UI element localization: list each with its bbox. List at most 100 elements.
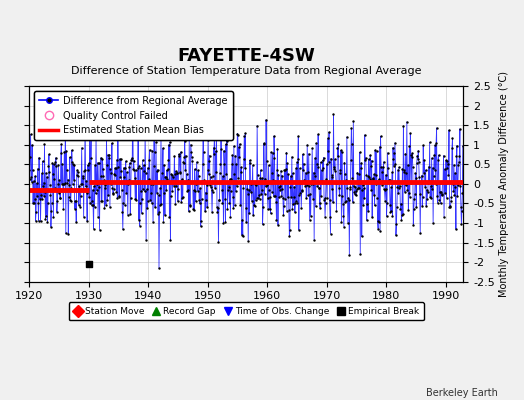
Point [314,185,323,191]
Point [95,160,103,166]
Point [66,197,74,203]
Point [184,208,193,214]
Point [241,130,249,137]
Point [249,212,257,218]
Point [420,170,428,176]
Point [365,176,374,182]
Point [279,212,288,218]
Point [134,165,142,172]
Point [350,188,358,195]
Point [124,212,132,218]
Point [338,193,346,199]
Point [339,213,347,219]
Point [39,180,48,186]
Point [264,162,272,168]
Point [409,164,417,170]
Point [243,180,252,186]
Point [362,172,370,178]
Point [451,170,459,176]
Point [214,239,223,245]
Point [37,170,46,177]
Point [312,160,321,167]
Point [62,230,70,236]
Point [384,164,392,171]
Point [341,171,349,178]
Point [404,207,412,213]
Point [192,159,201,165]
Point [101,185,109,192]
Point [122,158,130,164]
Point [364,173,372,180]
Point [411,174,420,181]
Point [179,159,188,165]
Point [357,233,366,240]
Point [180,154,189,160]
Point [348,199,357,205]
Point [178,176,186,182]
Point [336,170,344,176]
Point [56,195,64,202]
Point [166,236,174,243]
Point [453,193,462,200]
Point [362,155,370,161]
Point [369,175,377,181]
Point [359,202,367,208]
Point [132,197,140,203]
Point [87,121,95,128]
Point [442,157,450,163]
Point [127,195,135,201]
Point [237,232,246,238]
Point [204,137,212,143]
Point [316,204,324,211]
Point [454,162,463,168]
Point [433,199,442,206]
Point [367,187,375,194]
Point [378,181,386,188]
Point [74,172,82,179]
Point [227,161,236,167]
Point [350,183,358,190]
Point [366,152,374,158]
Point [271,193,279,199]
Point [424,180,432,186]
Point [98,198,106,204]
Point [347,140,356,147]
Point [113,195,122,202]
Point [149,163,158,170]
Point [422,187,431,193]
Point [455,159,463,166]
Point [227,188,235,194]
Point [435,188,444,195]
Point [430,172,438,179]
Point [58,161,67,168]
Point [298,187,306,193]
Point [213,209,222,215]
Point [242,205,250,212]
Point [40,141,49,148]
Point [41,189,49,196]
Point [174,186,182,192]
Point [176,170,184,176]
Point [268,150,277,156]
Point [413,153,421,159]
Point [55,177,63,184]
Point [103,162,111,168]
Point [381,198,389,204]
Point [123,177,132,184]
Point [217,123,225,129]
Point [127,155,136,161]
Point [192,180,200,187]
Point [340,224,348,230]
Point [81,183,90,190]
Point [346,186,354,192]
Point [450,162,458,168]
Point [393,204,401,210]
Point [401,150,410,157]
Point [443,165,452,171]
Point [162,174,170,180]
Point [177,149,185,155]
Point [169,178,178,185]
Point [59,180,67,187]
Point [419,142,428,149]
Point [332,208,341,214]
